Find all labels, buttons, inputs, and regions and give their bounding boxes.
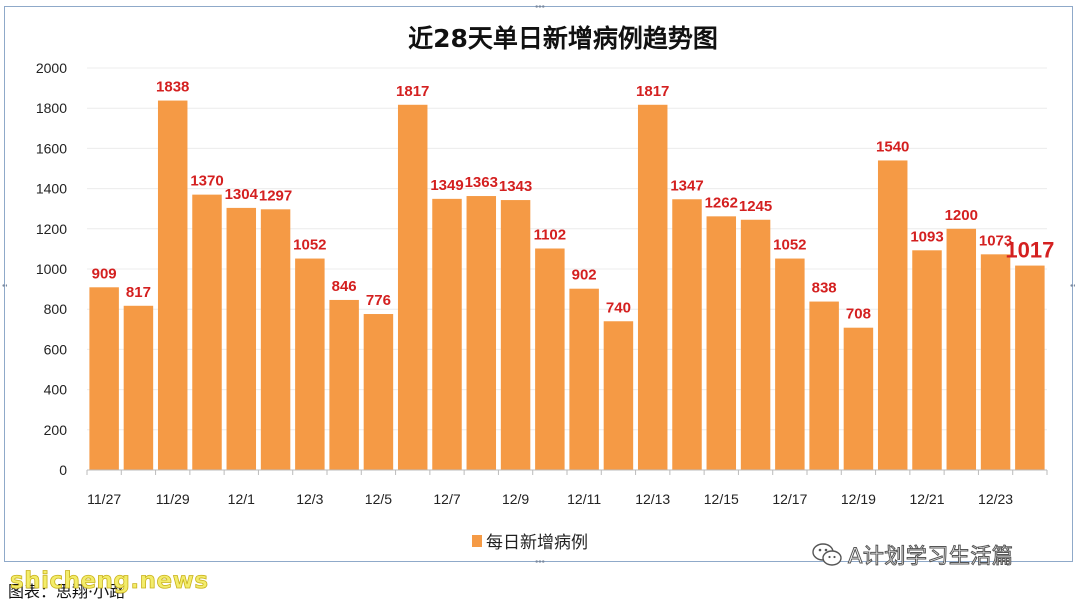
bar bbox=[226, 207, 257, 470]
x-tick-label: 12/17 bbox=[772, 491, 807, 507]
data-label: 1200 bbox=[945, 207, 978, 224]
data-label: 1817 bbox=[636, 83, 669, 100]
bar bbox=[912, 250, 942, 470]
data-label: 1370 bbox=[190, 173, 223, 190]
bar bbox=[535, 248, 565, 470]
data-label: 1102 bbox=[534, 226, 567, 243]
legend: 每日新增病例 bbox=[472, 533, 588, 553]
bar bbox=[740, 219, 771, 470]
bar bbox=[123, 305, 154, 470]
bar bbox=[397, 104, 428, 471]
y-tick-label: 1800 bbox=[36, 100, 67, 116]
wechat-icon bbox=[812, 543, 842, 566]
x-tick-label: 12/9 bbox=[502, 491, 529, 507]
y-tick-label: 600 bbox=[44, 341, 68, 357]
x-tick-label: 12/19 bbox=[841, 491, 876, 507]
bar bbox=[363, 314, 394, 470]
x-axis-ticks: 11/27 11/29 12/1 12/3 12/5 12/7 12/9 12/11 12/13… bbox=[86, 470, 1048, 507]
data-label: 740 bbox=[606, 299, 631, 316]
bar bbox=[706, 216, 737, 470]
y-tick-label: 1000 bbox=[36, 261, 67, 277]
data-label: 1052 bbox=[293, 237, 326, 254]
x-tick-label: 12/15 bbox=[704, 491, 739, 507]
data-label: 1093 bbox=[910, 228, 943, 245]
y-tick-label: 0 bbox=[59, 462, 67, 478]
y-tick-label: 400 bbox=[44, 382, 68, 398]
x-tick-label: 12/11 bbox=[567, 491, 601, 507]
data-label: 1347 bbox=[670, 177, 703, 194]
data-label: 1297 bbox=[259, 187, 292, 204]
bar bbox=[809, 301, 839, 470]
x-tick-label: 12/7 bbox=[433, 491, 460, 507]
site-watermark: shicheng.news bbox=[10, 568, 209, 595]
bar bbox=[877, 160, 908, 470]
chart-title: 近28天单日新增病例趋势图 bbox=[408, 24, 718, 53]
bar bbox=[329, 299, 359, 470]
bar bbox=[946, 228, 977, 470]
resize-handle-top[interactable] bbox=[535, 4, 545, 9]
data-label: 1304 bbox=[225, 186, 259, 203]
bar bbox=[843, 327, 874, 470]
data-label: 1262 bbox=[705, 194, 738, 211]
data-label: 1052 bbox=[773, 237, 806, 254]
y-tick-label: 1600 bbox=[36, 140, 67, 156]
y-tick-label: 2000 bbox=[36, 60, 67, 76]
bar bbox=[466, 196, 497, 471]
data-label: 776 bbox=[366, 292, 391, 309]
data-label: 1017 bbox=[1005, 238, 1054, 263]
x-tick-label: 12/13 bbox=[635, 491, 670, 507]
bar bbox=[980, 254, 1011, 470]
wechat-watermark: A计划学习生活篇 bbox=[812, 540, 1013, 570]
x-tick-label: 11/27 bbox=[87, 491, 121, 507]
bar bbox=[500, 200, 531, 470]
chart-caption: 图表：思翔·小路 bbox=[8, 582, 126, 601]
data-label: 708 bbox=[846, 306, 871, 323]
y-tick-label: 1400 bbox=[36, 181, 67, 197]
data-label: 1540 bbox=[876, 138, 909, 155]
x-tick-label: 11/29 bbox=[156, 491, 190, 507]
bars bbox=[89, 100, 1045, 471]
resize-handle-right[interactable] bbox=[1070, 283, 1075, 293]
bar bbox=[775, 258, 805, 470]
bar bbox=[603, 321, 634, 470]
data-label: 838 bbox=[812, 280, 837, 297]
bar bbox=[157, 100, 188, 470]
bar bbox=[260, 209, 291, 471]
bar bbox=[432, 198, 462, 470]
x-tick-label: 12/3 bbox=[296, 491, 323, 507]
x-tick-label: 12/5 bbox=[365, 491, 392, 507]
data-label: 909 bbox=[92, 265, 117, 282]
legend-label: 每日新增病例 bbox=[486, 533, 588, 553]
x-tick-label: 12/23 bbox=[978, 491, 1013, 507]
y-axis-ticks: 0 200 400 600 800 1000 1200 1400 1600 1800 2000 bbox=[36, 60, 67, 478]
data-label: 846 bbox=[332, 278, 357, 295]
data-label: 902 bbox=[572, 267, 597, 284]
x-tick-label: 12/1 bbox=[228, 491, 255, 507]
bar bbox=[672, 199, 702, 471]
data-label: 1245 bbox=[739, 198, 772, 215]
y-tick-label: 200 bbox=[44, 422, 68, 438]
data-label: 1073 bbox=[979, 232, 1012, 249]
resize-handle-left[interactable] bbox=[2, 283, 7, 293]
wechat-account-name: A计划学习生活篇 bbox=[847, 544, 1014, 569]
data-label: 1349 bbox=[430, 177, 463, 194]
bar bbox=[192, 194, 222, 470]
data-label: 1838 bbox=[156, 79, 189, 96]
bar bbox=[295, 258, 325, 470]
y-tick-label: 1200 bbox=[36, 221, 67, 237]
data-label: 1343 bbox=[499, 178, 532, 195]
data-label: 1363 bbox=[465, 174, 498, 191]
y-tick-label: 800 bbox=[44, 301, 68, 317]
bar bbox=[569, 288, 599, 470]
resize-handle-bottom[interactable] bbox=[535, 559, 545, 564]
legend-swatch bbox=[472, 535, 482, 547]
bar bbox=[637, 104, 668, 471]
data-label: 1817 bbox=[396, 83, 429, 100]
bar bbox=[1015, 265, 1045, 470]
data-label: 817 bbox=[126, 284, 151, 301]
x-tick-label: 12/21 bbox=[909, 491, 944, 507]
bar bbox=[89, 287, 119, 470]
